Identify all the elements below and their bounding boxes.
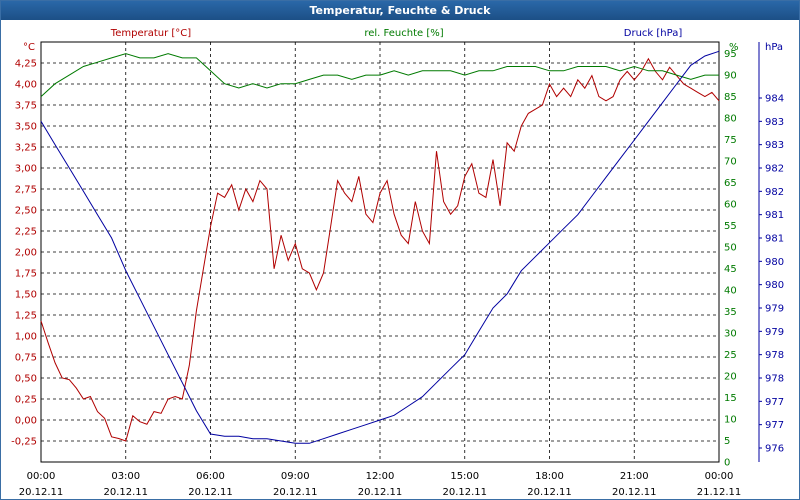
y-left-tick-label: 2,00	[15, 248, 37, 259]
y-right2-tick-label: 977	[765, 420, 784, 431]
x-tick-date: 20.12.11	[273, 487, 318, 498]
y-right2-tick-label: 979	[765, 327, 784, 338]
y-right1-tick-label: 60	[724, 200, 737, 211]
y-right1-tick-label: 35	[724, 307, 737, 318]
y-left-tick-label: -0,25	[11, 437, 37, 448]
y-right1-tick-label: 25	[724, 350, 737, 361]
y-right1-tick-label: 5	[724, 436, 730, 447]
y-right1-tick-label: 90	[724, 71, 737, 82]
y-right1-tick-label: 80	[724, 114, 737, 125]
y-left-tick-label: 2,25	[15, 227, 37, 238]
x-tick-time: 00:00	[27, 471, 56, 482]
y-left-tick-label: 4,25	[15, 59, 37, 70]
y-left-tick-label: 1,75	[15, 269, 37, 280]
y-right2-tick-label: 980	[765, 280, 784, 291]
x-tick-time: 09:00	[281, 471, 310, 482]
y-right1-tick-label: 15	[724, 393, 737, 404]
y-right1-tick-label: 70	[724, 157, 737, 168]
x-tick-time: 03:00	[111, 471, 140, 482]
x-tick-date: 21.12.11	[697, 487, 742, 498]
y-right1-tick-label: 50	[724, 243, 737, 254]
y-right1-unit-label: %	[729, 42, 739, 53]
y-left-tick-label: 3,50	[15, 122, 37, 133]
y-right2-tick-label: 978	[765, 350, 784, 361]
y-right1-tick-label: 45	[724, 264, 737, 275]
y-right1-tick-label: 75	[724, 135, 737, 146]
y-left-tick-label: 0,50	[15, 374, 37, 385]
x-tick-time: 12:00	[366, 471, 395, 482]
chart-canvas: -0,25 0,00 0,25 0,50 0,75 1,00 1,25 1,50 1,75 2,0…	[11, 28, 784, 498]
y-left-tick-label: 1,00	[15, 332, 37, 343]
legend-pressure: Druck [hPa]	[624, 28, 683, 39]
y-right1-tick-label: 55	[724, 221, 737, 232]
y-right2-tick-label: 981	[765, 234, 784, 245]
y-left-unit-label: °C	[23, 42, 35, 53]
x-tick-date: 20.12.11	[527, 487, 572, 498]
y-right2-tick-label: 980	[765, 257, 784, 268]
series-line-right2	[40, 50, 720, 444]
legend-temperature: Temperatur [°C]	[110, 28, 191, 39]
y-right1-tick-label: 40	[724, 286, 737, 297]
y-right1-tick-label: 20	[724, 372, 737, 383]
y-left-tick-label: 3,75	[15, 101, 37, 112]
y-right1-tick-label: 10	[724, 415, 737, 426]
x-tick-time: 21:00	[620, 471, 649, 482]
y-left-tick-label: 2,50	[15, 206, 37, 217]
y-left-tick-label: 3,25	[15, 143, 37, 154]
y-right2-tick-label: 983	[765, 117, 784, 128]
y-left-tick-label: 1,25	[15, 311, 37, 322]
x-tick-date: 20.12.11	[188, 487, 233, 498]
x-tick-date: 20.12.11	[442, 487, 487, 498]
y-right2-tick-label: 981	[765, 210, 784, 221]
x-tick-date: 20.12.11	[612, 487, 657, 498]
legend-humidity: rel. Feuchte [%]	[364, 28, 443, 39]
y-left-tick-label: 1,50	[15, 290, 37, 301]
series-line-right1	[40, 53, 719, 97]
y-right2-tick-label: 977	[765, 397, 784, 408]
x-tick-time: 18:00	[535, 471, 564, 482]
x-tick-date: 20.12.11	[103, 487, 148, 498]
y-right2-tick-label: 978	[765, 374, 784, 385]
y-right2-tick-label: 976	[765, 444, 784, 455]
series-line-left	[40, 57, 720, 442]
y-right1-tick-label: 0	[724, 458, 730, 469]
y-right2-tick-label: 982	[765, 164, 784, 175]
y-right2-unit-label: hPa	[765, 42, 783, 53]
y-right2-tick-label: 979	[765, 304, 784, 315]
y-left-tick-label: 4,00	[15, 80, 37, 91]
y-left-tick-label: 3,00	[15, 164, 37, 175]
y-right1-tick-label: 95	[724, 49, 737, 60]
x-tick-time: 15:00	[450, 471, 479, 482]
x-tick-time: 06:00	[196, 471, 225, 482]
y-right2-tick-label: 983	[765, 140, 784, 151]
y-right1-tick-label: 85	[724, 92, 737, 103]
y-right1-tick-label: 30	[724, 329, 737, 340]
chart-title: Temperatur, Feuchte & Druck	[1, 1, 799, 20]
y-right2-tick-label: 982	[765, 187, 784, 198]
x-tick-time: 00:00	[705, 471, 734, 482]
y-left-tick-label: 0,25	[15, 395, 37, 406]
x-tick-date: 20.12.11	[19, 487, 64, 498]
y-left-tick-label: 2,75	[15, 185, 37, 196]
y-right1-tick-label: 65	[724, 178, 737, 189]
y-right2-tick-label: 984	[765, 94, 784, 105]
x-tick-date: 20.12.11	[358, 487, 403, 498]
y-left-tick-label: 0,00	[15, 416, 37, 427]
y-left-tick-label: 0,75	[15, 353, 37, 364]
